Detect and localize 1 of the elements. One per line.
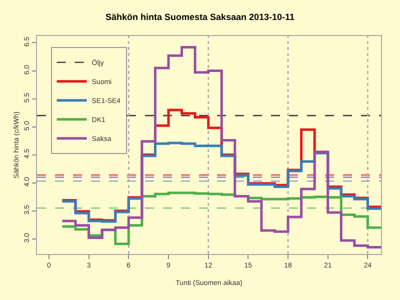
chart-title: Sähkön hinta Suomesta Saksaan 2013-10-11 (105, 12, 295, 22)
